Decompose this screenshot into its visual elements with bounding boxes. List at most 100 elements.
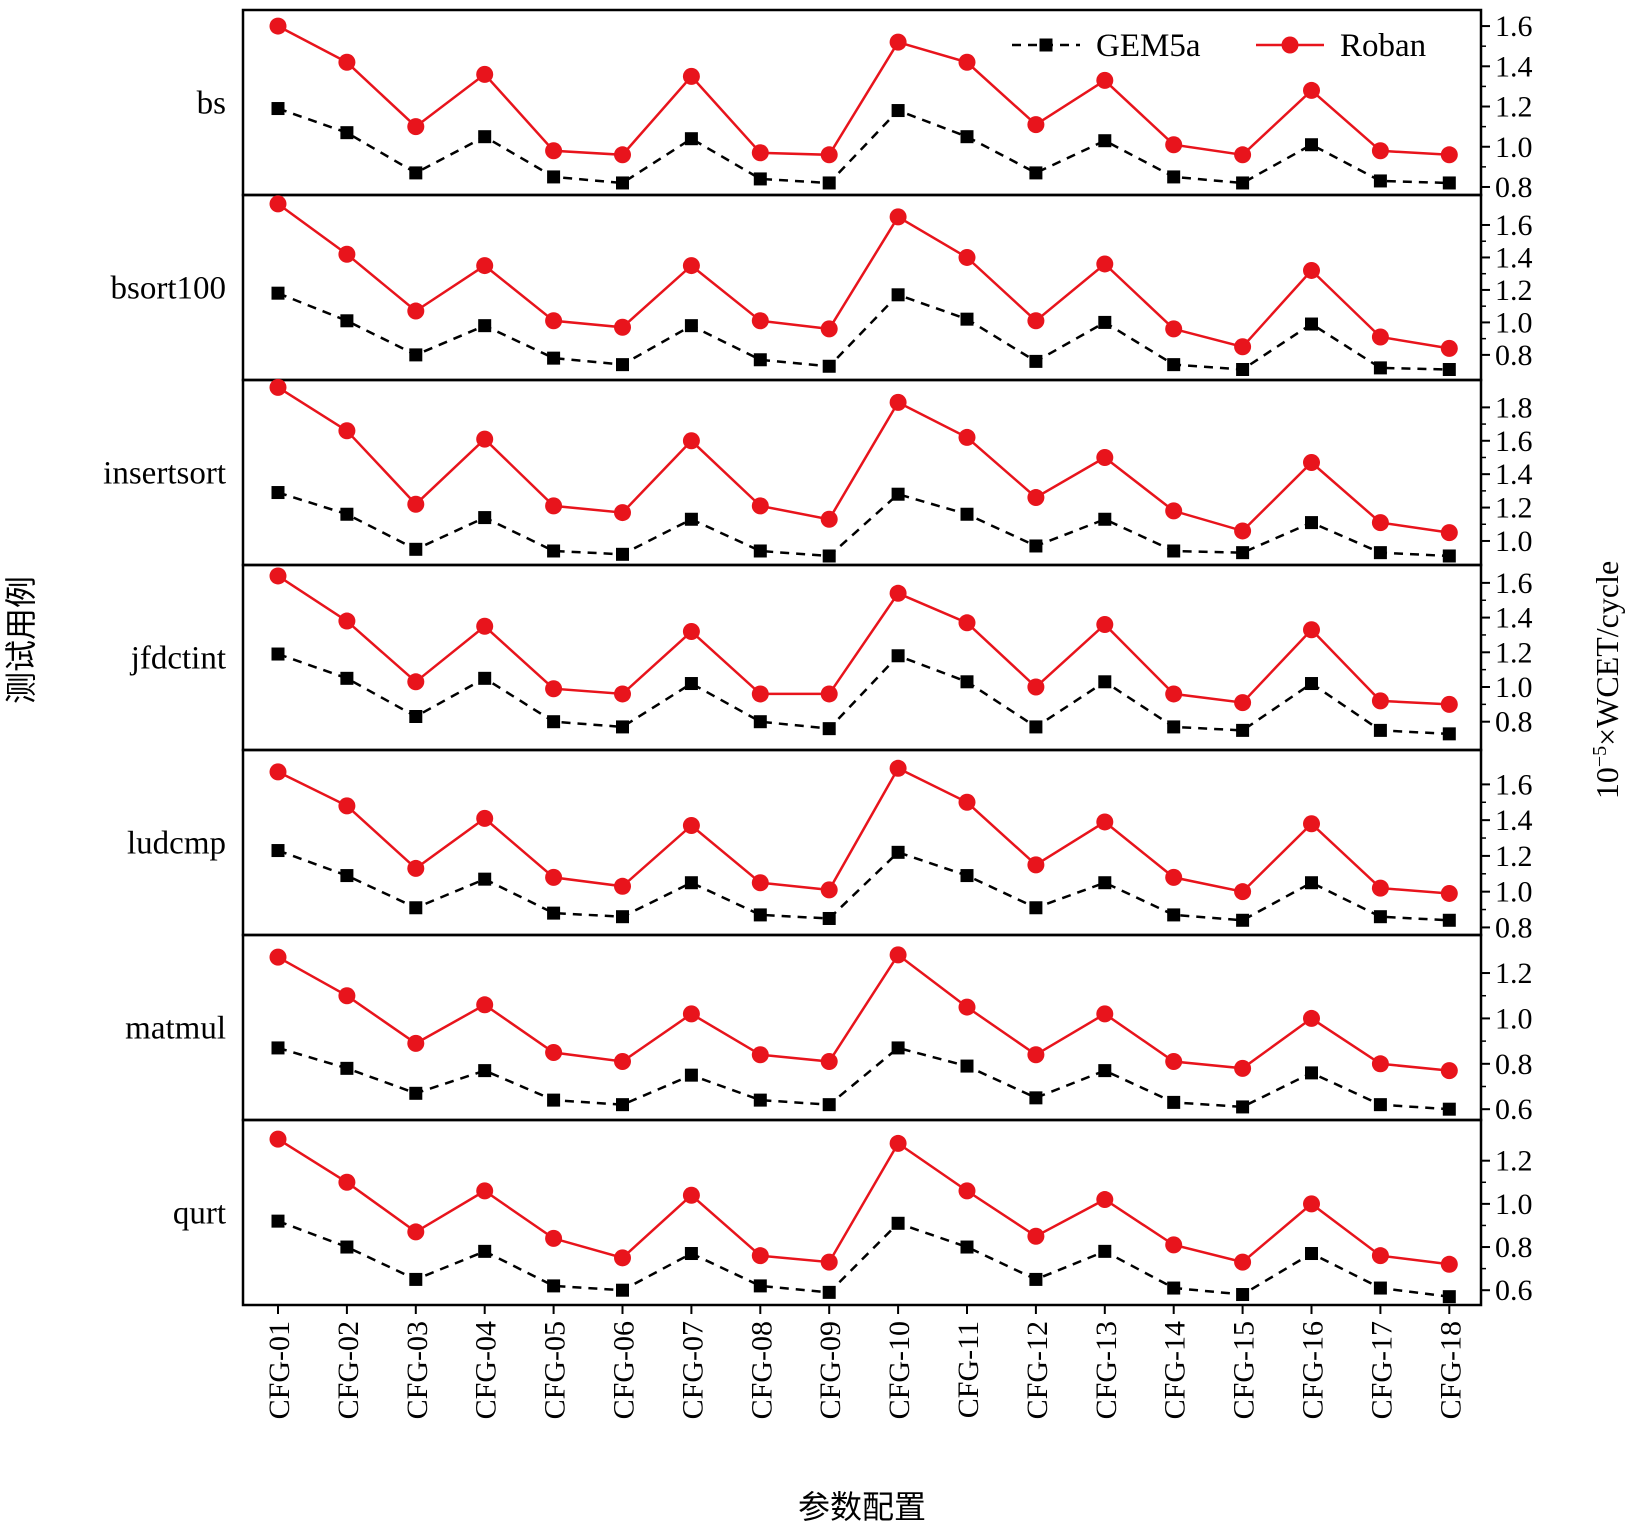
- point-gem5a: [547, 351, 561, 365]
- point-roban: [1165, 868, 1183, 886]
- point-roban: [1440, 146, 1458, 164]
- point-gem5a: [1167, 544, 1181, 558]
- point-roban: [1440, 1062, 1458, 1080]
- point-gem5a: [822, 722, 836, 736]
- y-tick-label: 1.6: [1495, 425, 1533, 458]
- point-roban: [1096, 616, 1114, 634]
- point-roban: [682, 432, 700, 450]
- point-roban: [958, 793, 976, 811]
- point-gem5a: [409, 710, 423, 723]
- y-tick-label: 1.2: [1495, 636, 1533, 669]
- point-gem5a: [1167, 908, 1181, 922]
- point-gem5a: [478, 1244, 492, 1258]
- point-gem5a: [271, 844, 285, 858]
- point-roban: [1027, 116, 1045, 134]
- point-gem5a: [340, 869, 354, 883]
- point-gem5a: [684, 876, 698, 890]
- point-gem5a: [1236, 723, 1250, 737]
- point-roban: [820, 685, 838, 703]
- point-gem5a: [340, 1240, 354, 1254]
- point-gem5a: [1167, 1095, 1181, 1109]
- point-roban: [1371, 1055, 1389, 1073]
- point-gem5a: [547, 544, 561, 558]
- point-roban: [269, 378, 287, 396]
- point-gem5a: [1098, 675, 1112, 689]
- point-roban: [682, 1186, 700, 1204]
- point-roban: [682, 622, 700, 640]
- point-roban: [407, 495, 425, 513]
- point-roban: [614, 877, 631, 895]
- point-gem5a: [1236, 1100, 1250, 1114]
- y-axis-title-right-base: 10: [1589, 767, 1625, 799]
- point-roban: [476, 430, 494, 448]
- point-roban: [958, 998, 976, 1016]
- point-gem5a: [271, 486, 285, 500]
- y-tick-label: 1.6: [1495, 768, 1533, 801]
- point-gem5a: [340, 1061, 354, 1075]
- point-roban: [476, 65, 494, 83]
- point-gem5a: [1305, 876, 1318, 890]
- point-roban: [889, 759, 907, 777]
- point-gem5a: [1167, 358, 1181, 372]
- point-roban: [476, 1182, 494, 1200]
- y-tick-label: 1.6: [1495, 209, 1533, 242]
- point-gem5a: [684, 132, 698, 146]
- series-line-roban: [277, 574, 1450, 706]
- point-roban: [407, 859, 425, 877]
- point-roban: [476, 257, 494, 275]
- point-gem5a: [891, 288, 905, 302]
- point-roban: [751, 497, 769, 515]
- point-roban: [1371, 879, 1389, 897]
- point-roban: [1440, 884, 1458, 902]
- y-tick-label: 1.2: [1495, 274, 1533, 307]
- point-gem5a: [547, 906, 561, 920]
- point-gem5a: [616, 1098, 629, 1112]
- point-gem5a: [1167, 1281, 1181, 1295]
- point-roban: [1371, 1247, 1389, 1265]
- x-tick-label: CFG-14: [1159, 1321, 1192, 1419]
- panels-group: bs0.81.01.21.41.6bsort1000.81.01.21.41.6…: [103, 8, 1533, 1307]
- point-roban: [1440, 524, 1458, 542]
- point-gem5a: [684, 677, 698, 691]
- point-roban: [614, 318, 631, 336]
- point-gem5a: [547, 1093, 561, 1107]
- panel-frame: [241, 378, 1483, 567]
- panel-frame: [241, 933, 1483, 1122]
- point-gem5a: [684, 319, 698, 333]
- point-roban: [269, 948, 287, 966]
- point-roban: [1027, 856, 1045, 874]
- point-roban: [614, 504, 631, 522]
- point-roban: [614, 1053, 631, 1071]
- series-line-gem5a: [277, 491, 1450, 558]
- point-gem5a: [960, 1059, 974, 1073]
- point-gem5a: [1373, 1098, 1387, 1112]
- y-axis-title-left: 测试用例: [3, 576, 39, 704]
- point-gem5a: [1442, 549, 1456, 563]
- y-tick-label: 0.8: [1495, 339, 1533, 372]
- point-roban: [1165, 502, 1183, 520]
- point-gem5a: [753, 172, 767, 186]
- point-gem5a: [1305, 516, 1318, 530]
- series-line-roban: [277, 24, 1450, 157]
- point-roban: [338, 1173, 356, 1191]
- point-roban: [338, 245, 356, 263]
- point-gem5a: [340, 126, 354, 140]
- point-gem5a: [960, 869, 974, 883]
- panel-frame: [241, 1118, 1483, 1307]
- legend-label-gem5a: GEM5a: [1096, 28, 1201, 64]
- point-roban: [958, 614, 976, 632]
- panel-label-bsort100: bsort100: [111, 271, 227, 307]
- point-roban: [1440, 1255, 1458, 1273]
- x-tick-label: CFG-03: [401, 1321, 434, 1419]
- point-roban: [1027, 678, 1045, 696]
- y-tick-label: 0.6: [1495, 1093, 1533, 1126]
- series-line-gem5a: [277, 292, 1450, 371]
- point-roban: [338, 53, 356, 71]
- point-roban: [1371, 514, 1389, 532]
- x-tick-label: CFG-02: [332, 1321, 365, 1419]
- x-tick-label: CFG-18: [1434, 1321, 1467, 1419]
- point-roban: [1440, 339, 1458, 357]
- point-gem5a: [1305, 1247, 1318, 1261]
- point-gem5a: [1167, 720, 1181, 734]
- point-gem5a: [1029, 1091, 1043, 1105]
